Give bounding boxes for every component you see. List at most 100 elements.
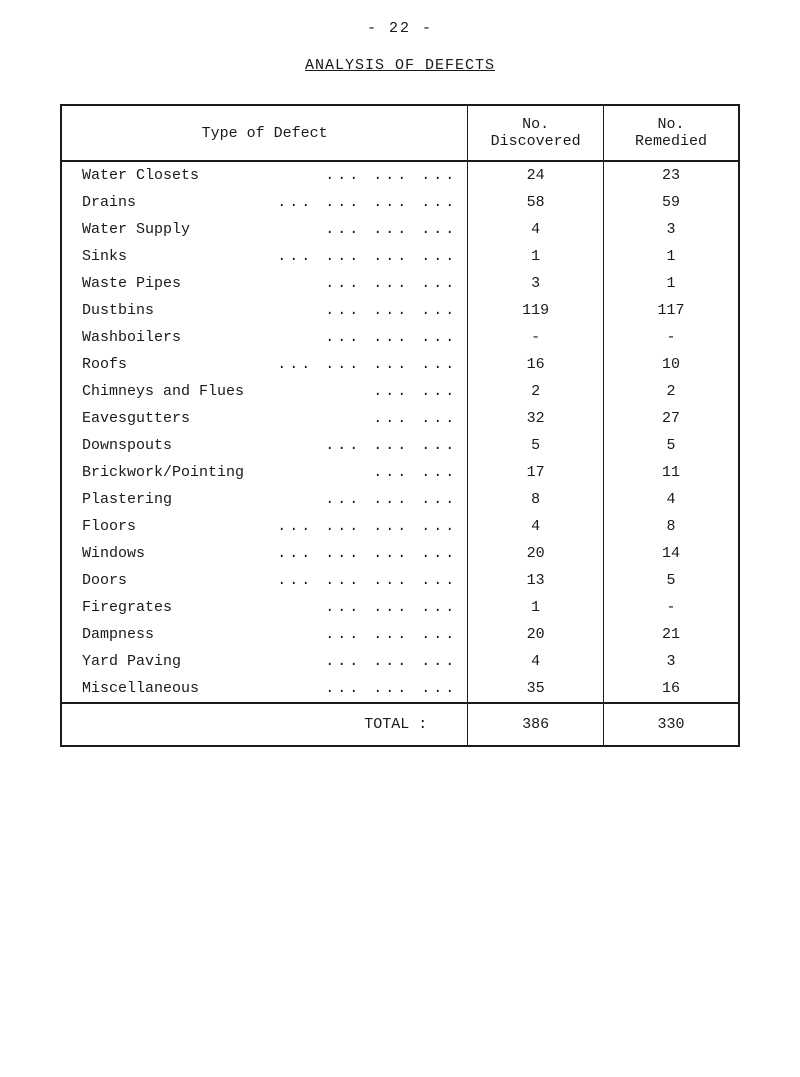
- discovered-cell: 1: [468, 594, 604, 621]
- table-row: Chimneys and Flues... ...22: [61, 378, 739, 405]
- table-body: Water Closets... ... ...2423Drains... ..…: [61, 161, 739, 703]
- header-remedied: No. Remedied: [603, 105, 739, 161]
- defect-label-cell: Firegrates... ... ...: [61, 594, 468, 621]
- row-item-wrap: Water Supply... ... ...: [82, 221, 457, 238]
- table-row: Firegrates... ... ... 1-: [61, 594, 739, 621]
- defect-label: Drains: [82, 194, 136, 211]
- defect-label-cell: Brickwork/Pointing... ...: [61, 459, 468, 486]
- remedied-cell: 59: [603, 189, 739, 216]
- defect-label-cell: Dampness... ... ...: [61, 621, 468, 648]
- discovered-cell: 24: [468, 161, 604, 189]
- defect-label-cell: Waste Pipes ... ... ...: [61, 270, 468, 297]
- header-type: Type of Defect: [61, 105, 468, 161]
- dot-leader: ... ... ... ...: [267, 545, 457, 562]
- defect-label: Dustbins: [82, 302, 154, 319]
- defect-label-cell: Windows ... ... ... ...: [61, 540, 468, 567]
- row-item-wrap: Chimneys and Flues... ...: [82, 383, 457, 400]
- table-row: Eavesgutters... ...3227: [61, 405, 739, 432]
- dot-leader: ... ... ... ...: [267, 194, 457, 211]
- defect-label: Roofs: [82, 356, 127, 373]
- defect-label-cell: Roofs... ... ... ...: [61, 351, 468, 378]
- dot-leader: ... ... ... ...: [267, 248, 457, 265]
- discovered-cell: 20: [468, 540, 604, 567]
- discovered-cell: 3: [468, 270, 604, 297]
- table-row: Brickwork/Pointing... ...1711: [61, 459, 739, 486]
- defect-label: Water Closets: [82, 167, 199, 184]
- header-row: Type of Defect No. Discovered No. Remedi…: [61, 105, 739, 161]
- defect-label-cell: Water Closets... ... ...: [61, 161, 468, 189]
- table-row: Washboilers... ... ...--: [61, 324, 739, 351]
- remedied-cell: 14: [603, 540, 739, 567]
- discovered-cell: 16: [468, 351, 604, 378]
- defect-label-cell: Drains ... ... ... ...: [61, 189, 468, 216]
- row-item-wrap: Doors ... ... ... ...: [82, 572, 457, 589]
- dot-leader: ... ... ...: [315, 221, 457, 238]
- discovered-cell: 8: [468, 486, 604, 513]
- remedied-cell: 11: [603, 459, 739, 486]
- total-row: TOTAL : 386 330: [61, 703, 739, 746]
- remedied-cell: 27: [603, 405, 739, 432]
- discovered-cell: 20: [468, 621, 604, 648]
- defect-label: Floors: [82, 518, 136, 535]
- remedied-cell: -: [603, 594, 739, 621]
- remedied-cell: 117: [603, 297, 739, 324]
- discovered-cell: 13: [468, 567, 604, 594]
- dot-leader: ... ... ...: [315, 653, 457, 670]
- table-row: Roofs... ... ... ...1610: [61, 351, 739, 378]
- row-item-wrap: Waste Pipes ... ... ...: [82, 275, 457, 292]
- discovered-cell: 4: [468, 216, 604, 243]
- table-row: Windows ... ... ... ... 2014: [61, 540, 739, 567]
- discovered-cell: 119: [468, 297, 604, 324]
- header-remedied-line2: Remedied: [635, 133, 707, 150]
- defect-label: Downspouts: [82, 437, 172, 454]
- defect-label: Dampness: [82, 626, 154, 643]
- discovered-cell: 58: [468, 189, 604, 216]
- defect-label-cell: Yard Paving... ... ...: [61, 648, 468, 675]
- row-item-wrap: Yard Paving... ... ...: [82, 653, 457, 670]
- dot-leader: ... ... ...: [315, 275, 457, 292]
- row-item-wrap: Downspouts... ... ...: [82, 437, 457, 454]
- defect-label: Sinks: [82, 248, 127, 265]
- page-number: - 22 -: [60, 20, 740, 37]
- row-item-wrap: Firegrates... ... ...: [82, 599, 457, 616]
- row-item-wrap: Dampness... ... ...: [82, 626, 457, 643]
- dot-leader: ... ... ... ...: [267, 572, 457, 589]
- dot-leader: ... ...: [363, 410, 457, 427]
- remedied-cell: 3: [603, 648, 739, 675]
- defect-label-cell: Floors... ... ... ...: [61, 513, 468, 540]
- defect-label: Plastering: [82, 491, 172, 508]
- defect-label-cell: Miscellaneous... ... ...: [61, 675, 468, 703]
- defect-label-cell: Chimneys and Flues... ...: [61, 378, 468, 405]
- row-item-wrap: Floors... ... ... ...: [82, 518, 457, 535]
- defect-label-cell: Water Supply... ... ...: [61, 216, 468, 243]
- remedied-cell: 3: [603, 216, 739, 243]
- discovered-cell: 4: [468, 648, 604, 675]
- defect-label-cell: Plastering... ... ...: [61, 486, 468, 513]
- remedied-cell: 1: [603, 270, 739, 297]
- table-row: Sinks... ... ... ...11: [61, 243, 739, 270]
- row-item-wrap: Miscellaneous... ... ...: [82, 680, 457, 697]
- defect-label: Firegrates: [82, 599, 172, 616]
- defect-label-cell: Dustbins... ... ...: [61, 297, 468, 324]
- discovered-cell: 35: [468, 675, 604, 703]
- discovered-cell: -: [468, 324, 604, 351]
- defect-label: Doors: [82, 572, 127, 589]
- defect-label: Brickwork/Pointing: [82, 464, 244, 481]
- defect-label-cell: Eavesgutters... ...: [61, 405, 468, 432]
- defect-label: Waste Pipes: [82, 275, 181, 292]
- defect-label: Windows: [82, 545, 145, 562]
- discovered-cell: 2: [468, 378, 604, 405]
- remedied-cell: 8: [603, 513, 739, 540]
- row-item-wrap: Dustbins... ... ...: [82, 302, 457, 319]
- table-row: Dampness... ... ...2021: [61, 621, 739, 648]
- table-row: Floors... ... ... ...48: [61, 513, 739, 540]
- header-discovered-line2: Discovered: [491, 133, 581, 150]
- discovered-cell: 17: [468, 459, 604, 486]
- table-row: Miscellaneous... ... ...3516: [61, 675, 739, 703]
- table-row: Water Supply... ... ... 43: [61, 216, 739, 243]
- row-item-wrap: Washboilers... ... ...: [82, 329, 457, 346]
- defect-label-cell: Doors ... ... ... ...: [61, 567, 468, 594]
- total-label: TOTAL :: [61, 703, 468, 746]
- row-item-wrap: Eavesgutters... ...: [82, 410, 457, 427]
- table-row: Downspouts... ... ...55: [61, 432, 739, 459]
